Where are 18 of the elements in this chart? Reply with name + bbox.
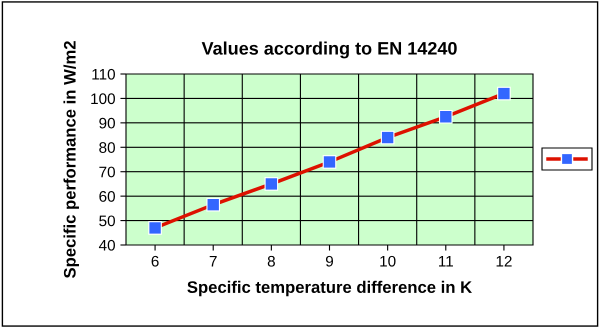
y-tick-label: 50 [99, 215, 115, 226]
x-tick-label: 12 [496, 256, 512, 266]
y-tick-label: 80 [99, 142, 115, 153]
x-tick-label: 7 [210, 256, 217, 266]
y-tick-label: 110 [92, 68, 115, 80]
y-tick-label: 90 [99, 118, 115, 129]
y-tick-label: 70 [99, 166, 115, 178]
x-axis-title: Specific temperature difference in K [187, 280, 472, 296]
y-tick-label: 60 [99, 191, 115, 202]
chart-title: Values according to EN 14240 [202, 41, 457, 58]
x-tick-label: 10 [380, 256, 396, 267]
x-tick-label: 9 [326, 256, 334, 267]
y-axis-title: Specific performance in W/m2 [63, 41, 79, 278]
x-tick-label: 11 [439, 256, 453, 266]
y-tick-label: 100 [91, 93, 115, 104]
x-tick-label: 6 [152, 256, 159, 267]
y-tick-label: 40 [98, 240, 115, 251]
x-tick-label: 8 [268, 256, 275, 267]
